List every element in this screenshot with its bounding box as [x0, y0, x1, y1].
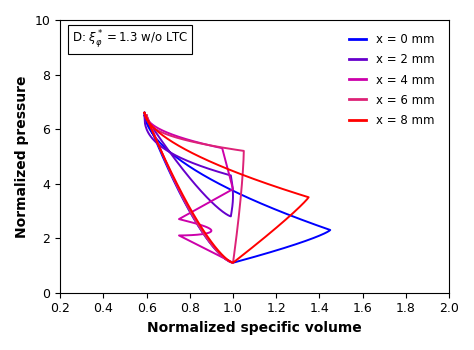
Legend: x = 0 mm, x = 2 mm, x = 4 mm, x = 6 mm, x = 8 mm: x = 0 mm, x = 2 mm, x = 4 mm, x = 6 mm, … — [344, 29, 439, 131]
Y-axis label: Normalized pressure: Normalized pressure — [15, 75, 29, 238]
X-axis label: Normalized specific volume: Normalized specific volume — [147, 321, 362, 335]
Text: D: $\xi^*_\varphi = 1.3$ w/o LTC: D: $\xi^*_\varphi = 1.3$ w/o LTC — [72, 28, 188, 50]
